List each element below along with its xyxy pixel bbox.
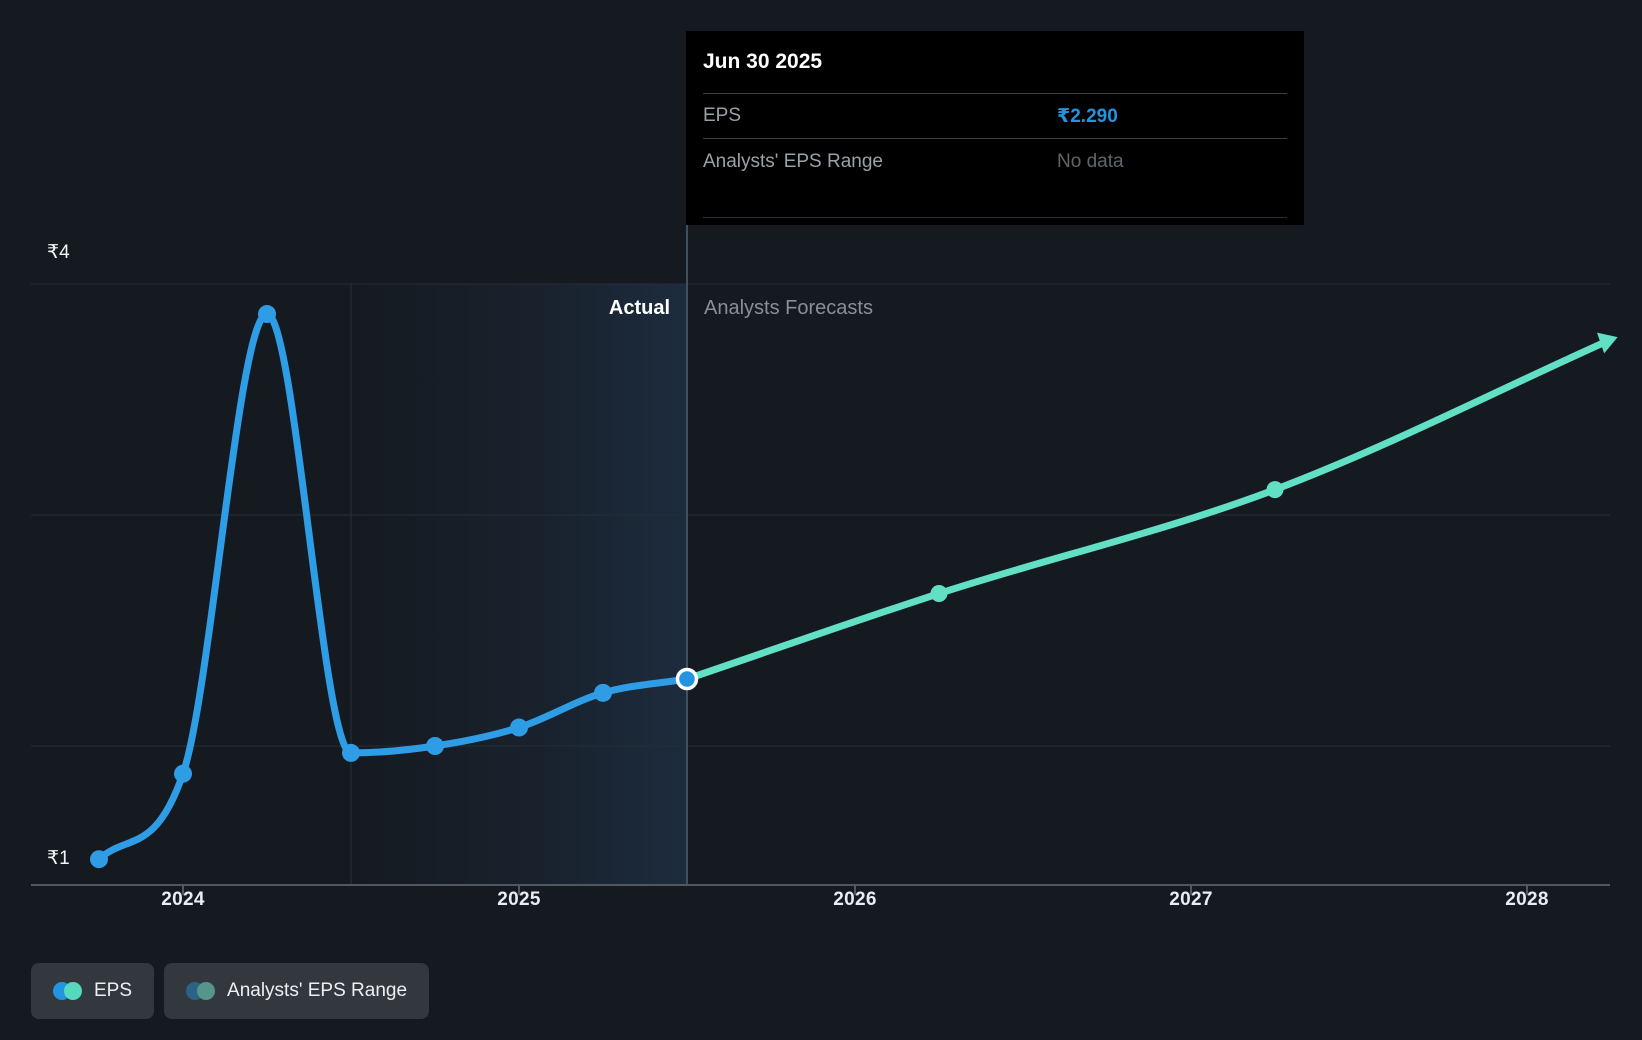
legend-range-label: Analysts' EPS Range bbox=[227, 980, 408, 1001]
chart-tooltip: Jun 30 2025 EPS ₹2.290 Analysts' EPS Ran… bbox=[686, 31, 1304, 225]
x-tick-label-2025: 2025 bbox=[497, 889, 541, 910]
legend-item-analysts-eps-range[interactable]: Analysts' EPS Range bbox=[164, 963, 430, 1019]
y-axis-label-bottom: ₹1 bbox=[47, 848, 70, 869]
range-teal-swatch-icon bbox=[197, 982, 216, 1000]
actual-data-point[interactable] bbox=[510, 718, 528, 737]
tooltip-row-eps-range: Analysts' EPS Range No data bbox=[686, 139, 1304, 185]
chart-legend: EPS Analysts' EPS Range bbox=[31, 963, 430, 1019]
tooltip-row-eps: EPS ₹2.290 bbox=[686, 94, 1304, 138]
tooltip-divider bbox=[703, 93, 1287, 94]
forecast-end-arrow-icon bbox=[1597, 332, 1618, 354]
forecasts-phase-label: Analysts Forecasts bbox=[704, 297, 873, 319]
legend-item-eps[interactable]: EPS bbox=[31, 963, 155, 1019]
tooltip-eps-range-value: No data bbox=[1057, 151, 1124, 172]
tooltip-bottom-divider bbox=[703, 217, 1287, 218]
forecast-data-point[interactable] bbox=[930, 585, 948, 603]
tooltip-eps-value: ₹2.290 bbox=[1057, 105, 1118, 127]
actual-data-point[interactable] bbox=[594, 683, 612, 702]
forecast-eps-line bbox=[683, 335, 1615, 683]
past-year-highlight-band bbox=[351, 284, 687, 885]
actual-data-point[interactable] bbox=[90, 850, 108, 869]
x-tick-label-2026: 2026 bbox=[833, 889, 877, 910]
x-tick-label-2028: 2028 bbox=[1505, 889, 1549, 910]
tooltip-divider bbox=[703, 138, 1287, 139]
legend-eps-label: EPS bbox=[94, 980, 133, 1001]
tooltip-eps-range-label: Analysts' EPS Range bbox=[703, 151, 883, 172]
today-data-point[interactable] bbox=[675, 667, 699, 691]
y-axis-label-top: ₹4 bbox=[47, 242, 70, 263]
tooltip-eps-label: EPS bbox=[703, 105, 742, 126]
actual-eps-line bbox=[95, 310, 691, 863]
actual-phase-label: Actual bbox=[608, 297, 670, 319]
actual-data-point[interactable] bbox=[426, 737, 444, 755]
actual-data-point[interactable] bbox=[258, 305, 276, 324]
actual-data-point[interactable] bbox=[342, 743, 360, 762]
forecast-data-point[interactable] bbox=[1266, 481, 1284, 499]
x-tick-label-2027: 2027 bbox=[1169, 889, 1213, 910]
actual-data-point[interactable] bbox=[174, 764, 192, 783]
eps-teal-swatch-icon bbox=[64, 982, 82, 1000]
tooltip-date: Jun 30 2025 bbox=[703, 50, 823, 73]
x-tick-label-2024: 2024 bbox=[161, 889, 205, 910]
